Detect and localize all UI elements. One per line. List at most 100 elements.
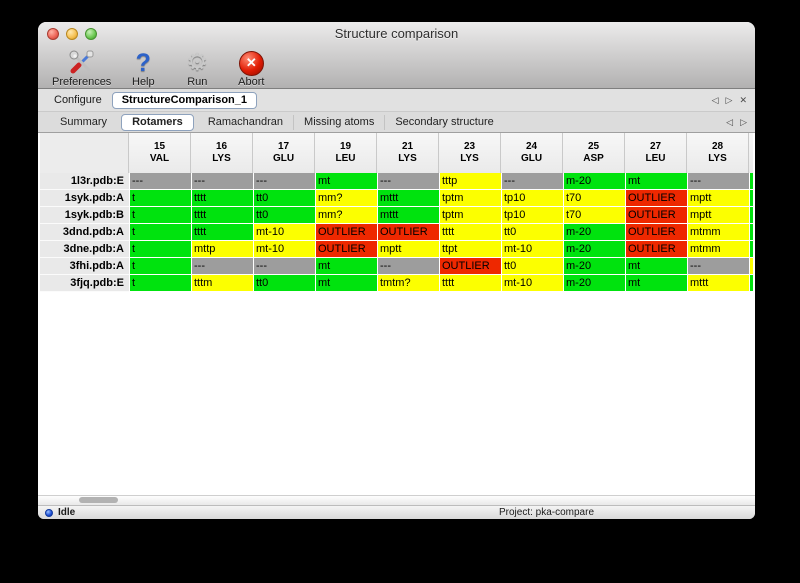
rotamer-cell[interactable]: tt0 — [253, 207, 315, 224]
rotamer-cell[interactable]: mt — [625, 173, 687, 190]
rotamer-cell[interactable]: --- — [253, 258, 315, 275]
row-label: 3dnd.pdb:A — [40, 224, 129, 241]
rotamer-cell-partial[interactable] — [749, 258, 753, 275]
rotamer-cell[interactable]: OUTLIER — [625, 190, 687, 207]
abort-button[interactable]: ✕ Abort — [229, 50, 273, 88]
rotamer-cell[interactable]: t — [129, 275, 191, 292]
rotamer-cell[interactable]: --- — [191, 173, 253, 190]
rotamer-cell-partial[interactable] — [749, 275, 753, 292]
rotamer-cell[interactable]: OUTLIER — [625, 224, 687, 241]
rotamer-cell-partial[interactable] — [749, 190, 753, 207]
rotamer-cell[interactable]: t70 — [563, 207, 625, 224]
rotamer-cell[interactable]: OUTLIER — [439, 258, 501, 275]
rotamer-cell[interactable]: --- — [253, 173, 315, 190]
rotamer-cell[interactable]: mptt — [687, 190, 749, 207]
column-header: 19 LEU — [315, 133, 377, 173]
rotamer-cell[interactable]: mtmm — [687, 224, 749, 241]
rotamer-cell[interactable]: mt-10 — [501, 241, 563, 258]
tab-rotamers[interactable]: Rotamers — [121, 113, 194, 131]
rotamer-cell[interactable]: m-20 — [563, 275, 625, 292]
rotamer-cell[interactable]: tptm — [439, 190, 501, 207]
rotamer-cell[interactable]: OUTLIER — [315, 224, 377, 241]
rotamer-cell[interactable]: t — [129, 207, 191, 224]
rotamer-cell[interactable]: OUTLIER — [377, 224, 439, 241]
tab-missing-atoms[interactable]: Missing atoms — [293, 114, 384, 130]
scroll-left-icon[interactable]: ◁ — [711, 95, 719, 105]
rotamer-cell-partial[interactable] — [749, 207, 753, 224]
rotamer-cell[interactable]: m-20 — [563, 173, 625, 190]
rotamer-cell[interactable]: --- — [687, 258, 749, 275]
rotamer-cell-partial[interactable] — [749, 173, 753, 190]
rotamer-cell[interactable]: mt-10 — [253, 241, 315, 258]
tabs-scroll-right-icon[interactable]: ▷ — [740, 117, 747, 127]
rotamer-cell[interactable]: t — [129, 190, 191, 207]
rotamer-cell[interactable]: m-20 — [563, 258, 625, 275]
close-tab-icon[interactable]: ✕ — [739, 95, 747, 105]
rotamer-cell[interactable]: mptt — [687, 207, 749, 224]
rotamer-cell[interactable]: mttt — [377, 190, 439, 207]
rotamer-cell[interactable]: mttt — [687, 275, 749, 292]
rotamer-cell[interactable]: tttm — [191, 275, 253, 292]
rotamer-cell[interactable]: tttp — [439, 173, 501, 190]
rotamer-cell[interactable]: mt — [625, 258, 687, 275]
rotamer-cell[interactable]: mttp — [191, 241, 253, 258]
close-window-button[interactable] — [47, 28, 59, 40]
horizontal-scrollbar[interactable] — [38, 495, 755, 505]
rotamer-cell[interactable]: mt — [315, 275, 377, 292]
rotamer-cell[interactable]: mt-10 — [501, 275, 563, 292]
tab-summary[interactable]: Summary — [60, 115, 108, 128]
rotamer-cell-partial[interactable] — [749, 241, 753, 258]
rotamer-cell[interactable]: --- — [687, 173, 749, 190]
rotamer-cell[interactable]: t — [129, 224, 191, 241]
rotamer-cell[interactable]: t — [129, 241, 191, 258]
run-button[interactable]: ⚙ Run — [175, 50, 219, 89]
rotamer-cell[interactable]: tttt — [191, 224, 253, 241]
status-bar: Idle Project: pka-compare — [38, 505, 755, 519]
tab-ramachandran[interactable]: Ramachandran — [207, 115, 284, 128]
rotamer-cell[interactable]: mptt — [377, 241, 439, 258]
preferences-button[interactable]: Preferences — [52, 50, 111, 88]
rotamer-cell[interactable]: mtmm — [687, 241, 749, 258]
rotamer-cell[interactable]: OUTLIER — [625, 241, 687, 258]
rotamer-cell[interactable]: tptm — [439, 207, 501, 224]
rotamer-cell[interactable]: mt-10 — [253, 224, 315, 241]
rotamer-cell[interactable]: tt0 — [501, 224, 563, 241]
rotamer-cell[interactable]: mt — [315, 173, 377, 190]
tabs-scroll-left-icon[interactable]: ◁ — [726, 117, 734, 127]
rotamer-cell[interactable]: tttt — [191, 190, 253, 207]
rotamer-cell[interactable]: t70 — [563, 190, 625, 207]
tab-secondary-structure[interactable]: Secondary structure — [384, 114, 503, 130]
scroll-right-icon[interactable]: ▷ — [725, 95, 733, 105]
rotamer-cell[interactable]: mm? — [315, 190, 377, 207]
rotamer-cell[interactable]: OUTLIER — [625, 207, 687, 224]
rotamer-cell[interactable]: t — [129, 258, 191, 275]
rotamer-cell[interactable]: tmtm? — [377, 275, 439, 292]
rotamer-cell[interactable]: mm? — [315, 207, 377, 224]
rotamer-cell[interactable]: tp10 — [501, 190, 563, 207]
rotamer-cell[interactable]: --- — [377, 258, 439, 275]
rotamer-cell[interactable]: --- — [501, 173, 563, 190]
rotamer-cell[interactable]: mt — [625, 275, 687, 292]
rotamer-cell[interactable]: --- — [191, 258, 253, 275]
minimize-window-button[interactable] — [66, 28, 78, 40]
rotamer-cell[interactable]: tt0 — [253, 190, 315, 207]
rotamer-cell[interactable]: tp10 — [501, 207, 563, 224]
rotamer-cell[interactable]: --- — [377, 173, 439, 190]
rotamer-cell[interactable]: mttt — [377, 207, 439, 224]
rotamer-cell[interactable]: --- — [129, 173, 191, 190]
zoom-window-button[interactable] — [85, 28, 97, 40]
help-button[interactable]: ? Help — [121, 50, 165, 89]
configure-tab-structurecomparison-1[interactable]: StructureComparison_1 — [111, 91, 258, 109]
rotamer-cell[interactable]: mt — [315, 258, 377, 275]
rotamer-cell-partial[interactable] — [749, 224, 753, 241]
rotamer-cell[interactable]: m-20 — [563, 241, 625, 258]
rotamer-cell[interactable]: tttt — [439, 224, 501, 241]
scrollbar-thumb[interactable] — [79, 497, 118, 503]
rotamer-cell[interactable]: m-20 — [563, 224, 625, 241]
rotamer-cell[interactable]: ttpt — [439, 241, 501, 258]
rotamer-cell[interactable]: tttt — [191, 207, 253, 224]
rotamer-cell[interactable]: OUTLIER — [315, 241, 377, 258]
rotamer-cell[interactable]: tt0 — [253, 275, 315, 292]
rotamer-cell[interactable]: tt0 — [501, 258, 563, 275]
rotamer-cell[interactable]: tttt — [439, 275, 501, 292]
